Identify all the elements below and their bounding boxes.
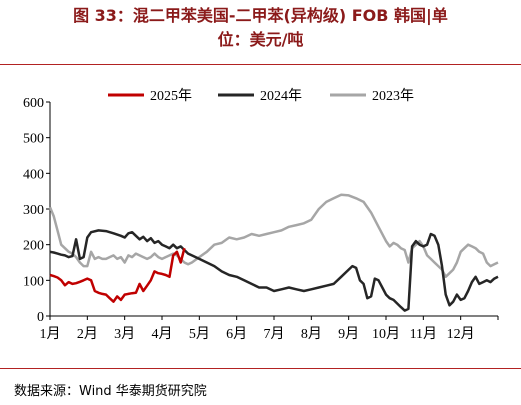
x-tick-label: 8月 — [301, 326, 322, 342]
x-tick-label: 4月 — [152, 326, 173, 342]
x-tick-label: 2月 — [77, 326, 98, 342]
y-tick-label: 600 — [23, 96, 44, 111]
x-tick-label: 7月 — [264, 326, 285, 342]
x-tick-label: 3月 — [114, 326, 135, 342]
y-tick-label: 300 — [23, 203, 44, 218]
legend-label: 2024年 — [260, 88, 302, 104]
y-tick-label: 100 — [23, 274, 44, 289]
x-tick-label: 12月 — [447, 326, 475, 342]
chart-title-line1: 图 33：混二甲苯美国-二甲苯(异构级) FOB 韩国|单 — [73, 6, 448, 25]
bottom-rule — [0, 368, 521, 369]
legend-label: 2023年 — [372, 88, 414, 104]
x-tick-label: 10月 — [372, 326, 400, 342]
legend-label: 2025年 — [150, 88, 192, 104]
y-tick-label: 200 — [23, 239, 44, 254]
y-tick-label: 0 — [37, 310, 44, 325]
x-tick-label: 6月 — [226, 326, 247, 342]
x-tick-label: 5月 — [189, 326, 210, 342]
series-line-2024年 — [49, 229, 499, 312]
series-line-2025年 — [49, 247, 186, 303]
x-tick-label: 9月 — [338, 326, 359, 342]
y-tick-label: 400 — [23, 167, 44, 182]
x-tick-label: 11月 — [410, 326, 437, 342]
top-rule — [0, 64, 521, 65]
chart-title: 图 33：混二甲苯美国-二甲苯(异构级) FOB 韩国|单 位：美元/吨 — [0, 4, 521, 52]
y-tick-label: 500 — [23, 132, 44, 147]
chart-title-line2: 位：美元/吨 — [217, 30, 304, 49]
series-line-2023年 — [48, 193, 499, 279]
x-tick-label: 1月 — [40, 326, 61, 342]
data-source: 数据来源：Wind 华泰期货研究院 — [14, 384, 207, 399]
